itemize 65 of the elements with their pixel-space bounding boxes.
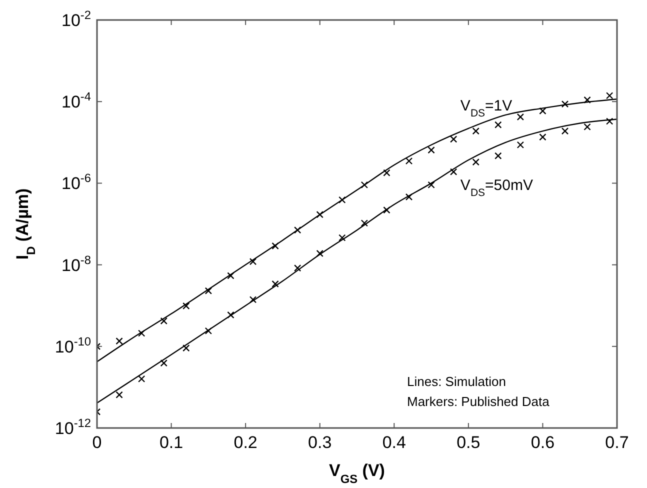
point [138,375,146,382]
point [227,272,234,280]
point [138,330,146,337]
y-tick-label: 10$^{-10}$ [54,334,92,356]
point [116,337,123,345]
point [516,113,524,121]
x-tick-label: 0.4 [382,433,406,452]
point [539,107,546,115]
point [338,234,346,242]
y-tick-label: 10$^{-12}$ [54,416,92,438]
point [606,118,614,125]
point [539,133,546,141]
annotation: Markers: Published Data [407,394,550,409]
y-tick-label: 10$^{-4}$ [62,90,92,112]
x-tick-label: 0.3 [308,433,332,452]
x-tick-label: 0.2 [234,433,258,452]
annotation: Lines: Simulation [407,374,506,389]
point [360,181,368,188]
point [338,196,346,204]
x-tick-label: 0.6 [530,433,555,452]
point [116,391,123,398]
point [561,100,569,108]
point [204,327,212,334]
x-axis-title: V$_{GS}$ (V) [329,461,385,486]
point [428,181,435,188]
series-label: V$_{DS}$=1V [460,97,512,120]
point [516,141,524,148]
point [249,296,257,304]
point [294,226,302,234]
point [204,287,212,294]
point [360,220,368,227]
point [249,258,257,266]
x-tick-label: 0 [92,433,102,452]
point [584,96,591,104]
point [316,250,324,258]
point [561,127,569,135]
point [160,317,168,325]
point [472,158,480,166]
point [405,157,413,165]
point [272,242,279,250]
point [316,211,324,218]
point [294,264,302,272]
point [494,152,502,160]
point [606,92,614,100]
point [383,206,390,214]
point [272,280,279,288]
series-label: V$_{DS}$=50mV [460,177,533,200]
point [472,127,480,135]
point [227,311,234,319]
point [182,344,190,352]
point [584,123,591,130]
x-tick-label: 0.5 [456,433,480,452]
point [405,193,413,201]
y-tick-label: 10$^{-6}$ [62,171,92,194]
x-tick-label: 0.1 [159,433,184,452]
point [160,359,168,367]
x-tick-label: 0.7 [605,433,629,452]
y-tick-label: 10$^{-2}$ [62,8,92,30]
point [494,121,502,128]
point [450,168,458,176]
point [182,302,190,310]
point [383,169,390,176]
point [428,146,435,154]
point [450,136,458,143]
y-tick-label: 10$^{-8}$ [62,252,92,275]
